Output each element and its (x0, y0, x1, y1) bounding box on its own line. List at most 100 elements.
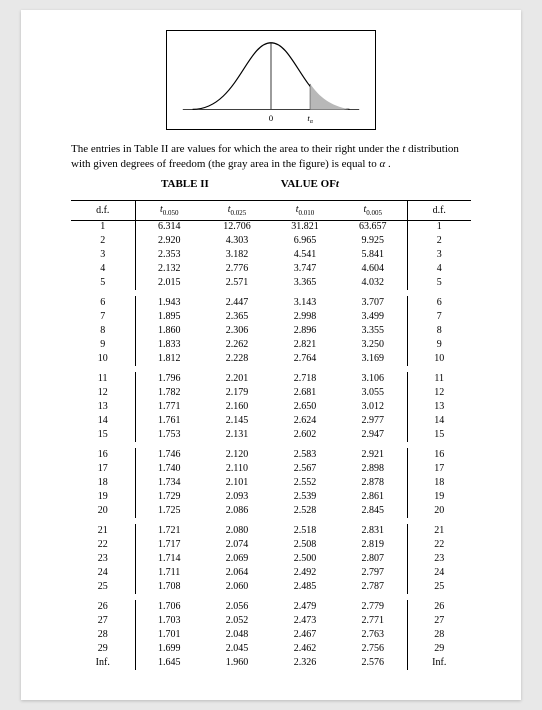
df-cell: 12 (407, 386, 471, 400)
caption: The entries in Table II are values for w… (71, 142, 471, 172)
table-row: 52.0152.5713.3654.0325 (71, 276, 471, 290)
value-cell: 2.921 (339, 448, 407, 462)
df-cell: 3 (71, 248, 135, 262)
df-cell: 5 (407, 276, 471, 290)
value-cell: 2.074 (203, 538, 271, 552)
value-cell: 2.473 (271, 614, 339, 628)
df-cell: 2 (407, 234, 471, 248)
df-cell: 19 (71, 490, 135, 504)
df-cell: 28 (71, 628, 135, 642)
table-row: 251.7082.0602.4852.78725 (71, 580, 471, 594)
value-cell: 3.355 (339, 324, 407, 338)
df-cell: 23 (407, 552, 471, 566)
table-row: 181.7342.1012.5522.87818 (71, 476, 471, 490)
value-cell: 3.169 (339, 352, 407, 366)
table-row: 151.7532.1312.6022.94715 (71, 428, 471, 442)
value-cell: 2.898 (339, 462, 407, 476)
df-cell: 25 (407, 580, 471, 594)
value-cell: 2.179 (203, 386, 271, 400)
value-cell: 3.012 (339, 400, 407, 414)
df-cell: 20 (407, 504, 471, 518)
value-cell: 4.604 (339, 262, 407, 276)
value-cell: 2.120 (203, 448, 271, 462)
df-cell: 28 (407, 628, 471, 642)
value-cell: 2.485 (271, 580, 339, 594)
header-df2: d.f. (407, 200, 471, 220)
df-cell: 17 (407, 462, 471, 476)
value-cell: 3.055 (339, 386, 407, 400)
value-cell: 2.228 (203, 352, 271, 366)
value-cell: 2.518 (271, 524, 339, 538)
value-cell: 2.262 (203, 338, 271, 352)
value-cell: 1.740 (135, 462, 203, 476)
value-cell: 6.314 (135, 220, 203, 234)
value-cell: 2.861 (339, 490, 407, 504)
bell-curve-svg: 0 tα (167, 31, 375, 129)
table-row: 271.7032.0522.4732.77127 (71, 614, 471, 628)
value-cell: 2.567 (271, 462, 339, 476)
value-cell: 1.711 (135, 566, 203, 580)
value-cell: 2.052 (203, 614, 271, 628)
value-cell: 2.947 (339, 428, 407, 442)
value-cell: 2.479 (271, 600, 339, 614)
df-cell: 5 (71, 276, 135, 290)
df-cell: 9 (71, 338, 135, 352)
value-cell: 2.797 (339, 566, 407, 580)
value-cell: 2.650 (271, 400, 339, 414)
df-cell: 6 (71, 296, 135, 310)
value-cell: 9.925 (339, 234, 407, 248)
value-cell: 2.807 (339, 552, 407, 566)
df-cell: 21 (71, 524, 135, 538)
value-cell: 4.541 (271, 248, 339, 262)
value-cell: 2.093 (203, 490, 271, 504)
value-cell: 12.706 (203, 220, 271, 234)
value-cell: 2.365 (203, 310, 271, 324)
value-cell: 3.707 (339, 296, 407, 310)
df-cell: 4 (407, 262, 471, 276)
df-cell: 1 (407, 220, 471, 234)
table-row: Inf.1.6451.9602.3262.576Inf. (71, 656, 471, 670)
value-cell: 3.747 (271, 262, 339, 276)
df-cell: 17 (71, 462, 135, 476)
table-row: 231.7142.0692.5002.80723 (71, 552, 471, 566)
value-cell: 2.776 (203, 262, 271, 276)
df-cell: 11 (71, 372, 135, 386)
t-table-body: 16.31412.70631.82163.657122.9204.3036.96… (71, 220, 471, 670)
value-cell: 1.746 (135, 448, 203, 462)
value-cell: 1.725 (135, 504, 203, 518)
value-cell: 2.492 (271, 566, 339, 580)
value-cell: 2.080 (203, 524, 271, 538)
table-row: 241.7112.0642.4922.79724 (71, 566, 471, 580)
t-table: d.f. t0.050 t0.025 t0.010 t0.005 d.f. (71, 200, 471, 221)
title-table: TABLE II (161, 178, 209, 190)
axis-zero-label: 0 (269, 113, 274, 123)
value-cell: 1.714 (135, 552, 203, 566)
value-cell: 1.833 (135, 338, 203, 352)
value-cell: 5.841 (339, 248, 407, 262)
df-cell: 9 (407, 338, 471, 352)
value-cell: 2.821 (271, 338, 339, 352)
df-cell: 27 (71, 614, 135, 628)
value-cell: 2.145 (203, 414, 271, 428)
value-cell: 2.069 (203, 552, 271, 566)
df-cell: 22 (71, 538, 135, 552)
value-cell: 2.681 (271, 386, 339, 400)
table-row: 261.7062.0562.4792.77926 (71, 600, 471, 614)
value-cell: 2.056 (203, 600, 271, 614)
value-cell: 1.645 (135, 656, 203, 670)
value-cell: 2.920 (135, 234, 203, 248)
df-cell: 15 (71, 428, 135, 442)
value-cell: 1.706 (135, 600, 203, 614)
value-cell: 2.831 (339, 524, 407, 538)
value-cell: 1.761 (135, 414, 203, 428)
df-cell: 27 (407, 614, 471, 628)
value-cell: 2.771 (339, 614, 407, 628)
value-cell: 2.201 (203, 372, 271, 386)
value-cell: 2.602 (271, 428, 339, 442)
df-cell: 1 (71, 220, 135, 234)
df-cell: 25 (71, 580, 135, 594)
header-df: d.f. (71, 200, 135, 220)
value-cell: 2.353 (135, 248, 203, 262)
table-row: 61.9432.4473.1433.7076 (71, 296, 471, 310)
df-cell: 18 (407, 476, 471, 490)
